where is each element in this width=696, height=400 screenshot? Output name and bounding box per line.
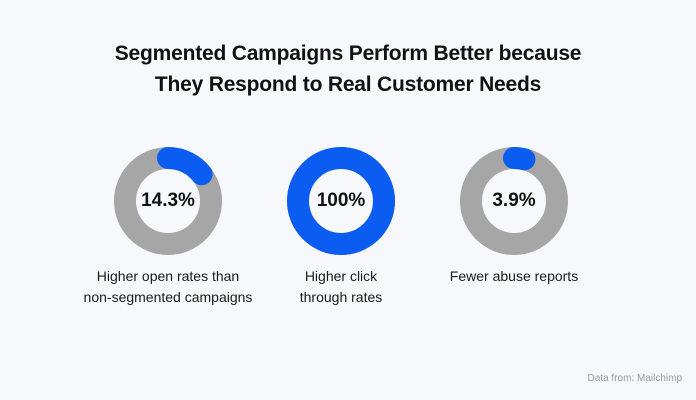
chart-title-line-2: They Respond to Real Customer Needs bbox=[154, 73, 542, 96]
caption-click-through-line-2: through rates bbox=[299, 289, 383, 305]
donut-click-through: 100% bbox=[287, 147, 395, 255]
caption-click-through-line-1: Higher click bbox=[304, 268, 378, 284]
caption-click-through: Higher click through rates bbox=[231, 266, 451, 308]
donut-abuse-reports-arc bbox=[503, 147, 536, 171]
donut-abuse-reports-ring bbox=[460, 147, 568, 255]
donut-open-rates-ring bbox=[114, 147, 222, 255]
donut-click-through-ring bbox=[287, 147, 395, 255]
donut-open-rates-value: 14.3% bbox=[141, 190, 195, 211]
caption-open-rates-line-1: Higher open rates than bbox=[96, 268, 240, 284]
caption-open-rates-line-2: non-segmented campaigns bbox=[83, 289, 253, 305]
donut-open-rates: 14.3% bbox=[114, 147, 222, 255]
caption-abuse-reports: Fewer abuse reports bbox=[404, 266, 624, 287]
caption-open-rates: Higher open rates than non-segmented cam… bbox=[58, 266, 278, 308]
donut-open-rates-arc bbox=[157, 147, 213, 186]
data-source-note: Data from: Mailchimp bbox=[587, 373, 682, 384]
donut-abuse-reports-value: 3.9% bbox=[492, 190, 536, 211]
caption-abuse-reports-line-1: Fewer abuse reports bbox=[449, 268, 579, 284]
donut-click-through-value: 100% bbox=[316, 190, 366, 211]
donut-abuse-reports: 3.9% bbox=[460, 147, 568, 255]
chart-title-line-1: Segmented Campaigns Perform Better becau… bbox=[114, 42, 582, 65]
donut-click-through-full bbox=[287, 147, 395, 255]
chart-title: Segmented Campaigns Perform Better becau… bbox=[0, 38, 696, 100]
